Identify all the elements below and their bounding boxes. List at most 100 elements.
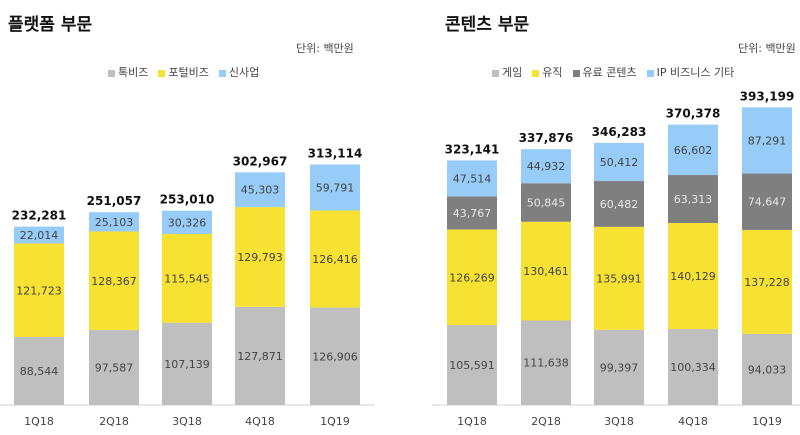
- unit-label-contents: 단위: 백만원: [738, 42, 796, 55]
- data-label: 43,767: [453, 207, 492, 220]
- bar-segment: [594, 142, 644, 182]
- data-label: 50,845: [527, 196, 566, 209]
- bar-segment: [668, 222, 718, 330]
- legend-swatch: [108, 69, 115, 77]
- legend-platform: 톡비즈 포털비즈 신사업: [108, 64, 259, 80]
- data-label: 97,587: [95, 362, 134, 375]
- bar-segment: [310, 210, 360, 308]
- data-label: 88,544: [20, 365, 59, 378]
- bar-segment: [594, 226, 644, 330]
- data-label: 30,326: [168, 216, 207, 229]
- x-tick-label: 4Q18: [245, 415, 275, 428]
- data-label: 74,647: [748, 196, 787, 209]
- bar-segment: [742, 229, 792, 334]
- data-label: 121,723: [16, 284, 62, 297]
- bar-segment: [235, 172, 285, 208]
- legend-contents: 게임 유직 유료 콘텐츠 IP 비즈니스 기타: [492, 64, 734, 80]
- bar-segment: [310, 164, 360, 211]
- bar-segment: [521, 183, 571, 222]
- data-label: 22,014: [20, 229, 59, 242]
- legend-item: 신사업: [218, 64, 260, 80]
- bar-segment: [521, 320, 571, 405]
- data-label: 140,129: [670, 270, 716, 283]
- data-label: 127,871: [237, 350, 283, 363]
- legend-item: 유료 콘텐츠: [572, 64, 637, 80]
- legend-swatch: [492, 69, 499, 77]
- data-label: 126,269: [449, 271, 495, 284]
- data-label: 66,602: [674, 144, 713, 157]
- legend-swatch: [532, 69, 540, 77]
- bar-segment: [742, 107, 792, 174]
- legend-swatch: [218, 69, 226, 77]
- bar-segment: [668, 175, 718, 223]
- bar-segment: [162, 322, 212, 405]
- data-label: 44,932: [527, 160, 566, 173]
- bar-segment: [447, 229, 497, 326]
- bar-segment: [310, 307, 360, 405]
- data-label: 126,416: [312, 253, 358, 266]
- data-label: 130,461: [523, 265, 569, 278]
- bar-segment: [235, 207, 285, 307]
- legend-label: 유직: [542, 66, 563, 79]
- bar-segment: [668, 124, 718, 176]
- bar-segment: [447, 160, 497, 197]
- bar-segment: [668, 329, 718, 405]
- unit-label-platform: 단위: 백만원: [296, 42, 354, 55]
- total-label: 313,114: [308, 147, 363, 161]
- bar-segment: [447, 325, 497, 405]
- x-tick-label: 1Q19: [320, 415, 350, 428]
- legend-swatch: [646, 69, 654, 77]
- legend-item: 게임: [492, 64, 522, 80]
- data-label: 99,397: [600, 361, 639, 374]
- data-label: 137,228: [744, 276, 790, 289]
- data-label: 105,591: [449, 359, 495, 372]
- data-label: 60,482: [600, 198, 639, 211]
- bar-segment: [742, 173, 792, 230]
- legend-item: 유직: [532, 64, 563, 80]
- legend-item: 톡비즈: [108, 64, 148, 80]
- bar-segment: [521, 149, 571, 184]
- legend-label: 유료 콘텐츠: [582, 66, 637, 79]
- total-label: 393,199: [740, 89, 795, 103]
- total-label: 370,378: [666, 107, 721, 121]
- total-label: 346,283: [592, 125, 647, 139]
- bar-segment: [89, 231, 139, 331]
- legend-label: IP 비즈니스 기타: [656, 66, 735, 79]
- x-tick-label: 1Q19: [752, 415, 782, 428]
- x-tick-label: 4Q18: [678, 415, 708, 428]
- x-tick-label: 2Q18: [99, 415, 129, 428]
- data-label: 135,991: [596, 272, 642, 285]
- data-label: 94,033: [748, 363, 787, 376]
- bar-segment: [162, 210, 212, 234]
- total-label: 337,876: [519, 131, 574, 145]
- legend-label: 신사업: [228, 66, 260, 79]
- legend-swatch: [158, 69, 166, 77]
- legend-label: 포털비즈: [168, 66, 209, 79]
- chart-title-platform: 플랫폼 부문: [8, 15, 93, 35]
- bar-segment: [742, 333, 792, 405]
- data-label: 128,367: [91, 275, 137, 288]
- legend-label: 게임: [502, 66, 523, 79]
- data-label: 50,412: [600, 156, 639, 169]
- data-label: 100,334: [670, 361, 716, 374]
- bar-segment: [14, 226, 64, 244]
- bar-segment: [162, 233, 212, 323]
- data-label: 107,139: [164, 358, 210, 371]
- bar-segment: [521, 221, 571, 321]
- legend-swatch: [572, 69, 580, 77]
- bar-segment: [594, 329, 644, 405]
- total-label: 232,281: [12, 209, 67, 223]
- data-label: 126,906: [312, 350, 358, 363]
- total-label: 253,010: [160, 193, 215, 207]
- data-label: 111,638: [523, 357, 569, 370]
- bar-segment: [235, 306, 285, 405]
- legend-item: 포털비즈: [158, 64, 209, 80]
- bar-segment: [89, 330, 139, 405]
- x-tick-label: 3Q18: [604, 415, 634, 428]
- bar-segment: [89, 212, 139, 232]
- data-label: 63,313: [674, 193, 713, 206]
- chart-title-contents: 콘텐츠 부문: [445, 15, 530, 35]
- data-label: 115,545: [164, 272, 210, 285]
- total-label: 251,057: [87, 194, 142, 208]
